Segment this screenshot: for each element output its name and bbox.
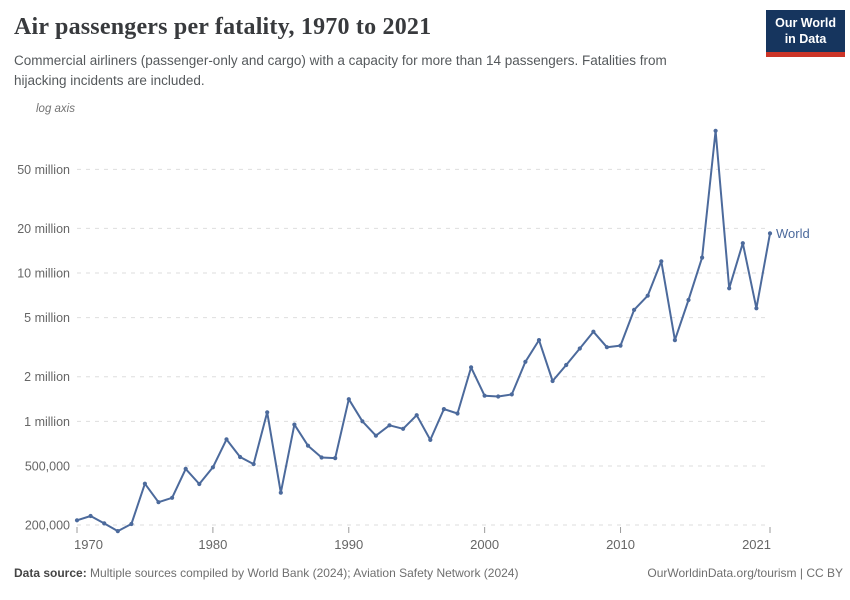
y-axis-label: 20 million <box>17 222 70 236</box>
y-axis-label: 200,000 <box>25 519 70 533</box>
data-point[interactable] <box>496 394 501 399</box>
data-point[interactable] <box>509 392 514 397</box>
data-point[interactable] <box>550 378 555 384</box>
data-point[interactable] <box>564 362 569 368</box>
world-series-line[interactable] <box>76 129 771 533</box>
data-point[interactable] <box>265 410 270 415</box>
data-point[interactable] <box>292 422 297 427</box>
x-axis-label: 1990 <box>334 537 363 552</box>
x-axis-label: 2010 <box>606 537 635 552</box>
y-axis-label: 1 million <box>24 415 70 429</box>
data-point[interactable] <box>401 426 406 431</box>
data-point[interactable] <box>115 529 120 534</box>
y-axis-label: 5 million <box>24 311 70 325</box>
data-point[interactable] <box>618 343 623 348</box>
owid-logo-line-2: in Data <box>784 32 827 47</box>
data-point[interactable] <box>469 365 474 370</box>
data-point[interactable] <box>373 433 378 438</box>
data-point[interactable] <box>659 259 664 264</box>
data-point[interactable] <box>727 286 732 291</box>
data-point[interactable] <box>428 437 433 442</box>
data-point[interactable] <box>713 128 718 133</box>
data-point[interactable] <box>632 307 637 312</box>
data-point[interactable] <box>197 481 202 487</box>
data-point[interactable] <box>672 338 678 343</box>
data-point[interactable] <box>441 407 446 412</box>
data-point[interactable] <box>536 338 542 343</box>
data-point[interactable] <box>414 413 419 418</box>
y-axis-label: 2 million <box>24 370 70 384</box>
data-point[interactable] <box>224 437 229 442</box>
chart-footer: Data source: Multiple sources compiled b… <box>14 566 843 580</box>
data-point[interactable] <box>142 481 147 486</box>
data-point[interactable] <box>455 411 460 416</box>
data-point[interactable] <box>183 466 188 471</box>
data-point[interactable] <box>700 255 705 260</box>
x-axis-label: 1970 <box>74 537 103 552</box>
data-point[interactable] <box>129 521 134 527</box>
data-point[interactable] <box>74 518 80 523</box>
series-label-world[interactable]: World <box>776 226 810 241</box>
data-source-text: Multiple sources compiled by World Bank … <box>90 566 519 580</box>
data-point[interactable] <box>102 521 107 526</box>
data-point[interactable] <box>387 423 392 428</box>
data-point[interactable] <box>305 443 311 448</box>
data-point[interactable] <box>251 462 256 467</box>
data-point[interactable] <box>591 329 596 334</box>
data-point[interactable] <box>333 456 338 461</box>
log-axis-note: log axis <box>36 103 75 115</box>
data-point[interactable] <box>278 490 283 495</box>
data-source-note: Data source: Multiple sources compiled b… <box>14 566 518 580</box>
x-axis-label: 2021 <box>742 537 771 552</box>
data-point[interactable] <box>210 465 215 470</box>
data-source-label: Data source: <box>14 566 87 580</box>
data-point[interactable] <box>645 293 650 298</box>
data-point[interactable] <box>523 359 528 364</box>
data-point[interactable] <box>686 297 691 303</box>
data-point[interactable] <box>767 231 773 236</box>
x-axis-label: 2000 <box>470 537 499 552</box>
y-axis-label: 500,000 <box>25 459 70 473</box>
data-point[interactable] <box>346 397 351 402</box>
x-axis-label: 1980 <box>198 537 227 552</box>
owid-license-link[interactable]: OurWorldinData.org/tourism | CC BY <box>647 566 843 580</box>
data-point[interactable] <box>482 393 487 398</box>
page-title: Air passengers per fatality, 1970 to 202… <box>14 14 432 40</box>
data-point[interactable] <box>754 306 759 311</box>
data-point[interactable] <box>604 345 610 350</box>
data-point[interactable] <box>740 241 745 246</box>
y-axis-label: 10 million <box>17 267 70 281</box>
data-point[interactable] <box>319 455 324 460</box>
chart-subtitle: Commercial airliners (passenger-only and… <box>14 51 784 90</box>
data-point[interactable] <box>170 495 175 500</box>
data-point[interactable] <box>156 500 161 505</box>
subtitle-line-1: Commercial airliners (passenger-only and… <box>14 53 667 68</box>
data-point[interactable] <box>577 346 582 351</box>
owid-logo-line-1: Our World <box>775 16 836 30</box>
data-point[interactable] <box>238 454 243 460</box>
owid-logo[interactable]: Our World in Data <box>766 10 845 57</box>
data-point[interactable] <box>360 419 365 424</box>
y-axis-label: 50 million <box>17 163 70 177</box>
subtitle-line-2: hijacking incidents are included. <box>14 72 205 88</box>
data-point[interactable] <box>88 513 93 519</box>
